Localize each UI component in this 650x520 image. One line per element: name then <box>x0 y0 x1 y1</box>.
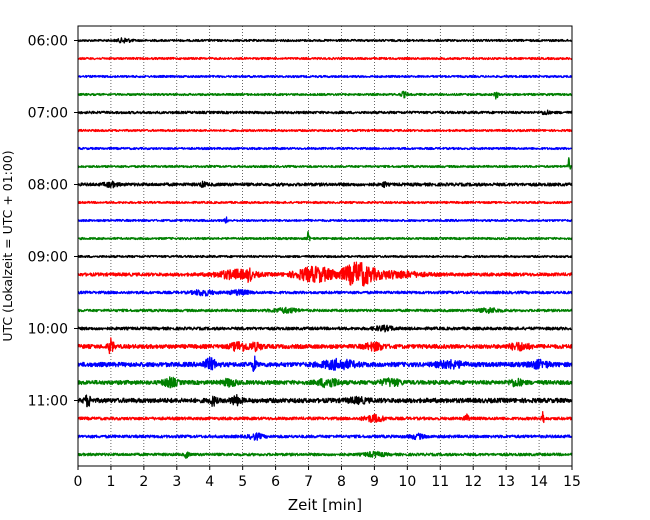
trace-line <box>77 450 573 460</box>
trace-line <box>77 180 573 189</box>
y-tick-label: 07:00 <box>28 106 68 122</box>
trace-line <box>77 261 573 287</box>
x-tick-label: 5 <box>238 474 247 490</box>
x-tick-label: 8 <box>337 474 346 490</box>
x-tick-label: 11 <box>431 474 449 490</box>
trace-line <box>77 288 573 297</box>
x-tick-label: 12 <box>464 474 482 490</box>
trace-line <box>77 337 573 355</box>
trace-line <box>77 109 573 116</box>
y-tick-label: 06:00 <box>28 34 68 50</box>
trace-line <box>77 254 573 259</box>
trace-line <box>77 432 573 441</box>
x-tick-label: 9 <box>370 474 379 490</box>
y-tick-label: 11:00 <box>28 394 68 410</box>
trace-line <box>77 56 573 61</box>
trace-line <box>77 90 573 100</box>
x-axis-ticks: 0 1 2 3 4 5 6 7 8 9 10 11 12 13 14 15 <box>74 466 581 490</box>
y-tick-label: 08:00 <box>28 178 68 194</box>
trace-line <box>77 200 573 205</box>
x-tick-label: 6 <box>271 474 280 490</box>
trace-line <box>77 146 573 151</box>
trace-line <box>77 411 573 424</box>
trace-line <box>77 157 573 170</box>
trace-line <box>77 376 573 389</box>
trace-group <box>77 37 573 460</box>
trace-line <box>77 216 573 224</box>
trace-line <box>77 230 573 242</box>
trace-line <box>77 37 573 44</box>
x-tick-label: 7 <box>304 474 313 490</box>
plot-frame <box>77 25 573 467</box>
x-tick-label: 15 <box>563 474 581 490</box>
y-tick-label: 09:00 <box>28 250 68 266</box>
trace-line <box>77 355 573 373</box>
x-tick-label: 2 <box>139 474 148 490</box>
grid-lines <box>110 26 540 466</box>
trace-line <box>77 306 573 315</box>
x-tick-label: 10 <box>398 474 416 490</box>
x-tick-label: 4 <box>205 474 214 490</box>
y-axis-ticks: 06:00 07:00 08:00 09:00 10:00 11:00 <box>28 34 78 410</box>
x-tick-label: 0 <box>74 474 83 490</box>
x-tick-label: 14 <box>530 474 548 490</box>
x-tick-label: 1 <box>106 474 115 490</box>
trace-line <box>77 324 573 333</box>
y-axis-label: UTC (Lokalzeit = UTC + 01:00) <box>0 150 15 341</box>
x-tick-label: 13 <box>497 474 515 490</box>
trace-line <box>77 128 573 133</box>
trace-line <box>77 393 573 408</box>
x-tick-label: 3 <box>172 474 181 490</box>
x-axis-label: Zeit [min] <box>288 496 362 514</box>
y-tick-label: 10:00 <box>28 322 68 338</box>
trace-line <box>77 74 573 79</box>
